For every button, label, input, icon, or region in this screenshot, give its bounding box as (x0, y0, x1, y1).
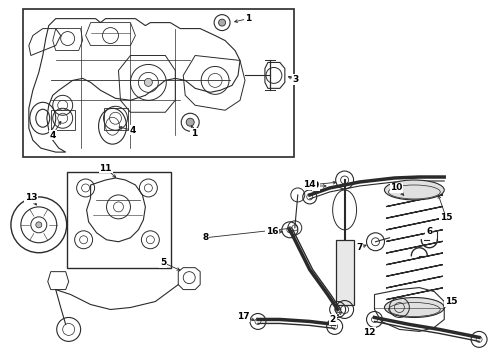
Circle shape (219, 19, 225, 26)
Ellipse shape (385, 180, 444, 200)
Text: 9: 9 (313, 181, 319, 190)
Circle shape (36, 222, 42, 228)
Text: 5: 5 (160, 258, 167, 267)
Ellipse shape (385, 298, 444, 318)
Text: 1: 1 (245, 14, 251, 23)
Circle shape (186, 118, 194, 126)
Circle shape (145, 78, 152, 86)
Text: 12: 12 (363, 328, 376, 337)
Text: 4: 4 (49, 131, 56, 140)
Text: 13: 13 (24, 193, 37, 202)
Text: 3: 3 (293, 75, 299, 84)
Text: 8: 8 (202, 233, 208, 242)
Bar (336, 240, 354, 305)
Text: 10: 10 (390, 184, 403, 193)
Text: 7: 7 (356, 243, 363, 252)
Text: 1: 1 (191, 129, 197, 138)
Text: 15: 15 (445, 297, 458, 306)
Text: 16: 16 (266, 227, 278, 236)
Text: 6: 6 (426, 227, 432, 236)
Text: 4: 4 (129, 126, 136, 135)
Bar (23, 9, 294, 157)
Text: 2: 2 (330, 315, 336, 324)
Text: 14: 14 (303, 180, 316, 189)
Text: 17: 17 (237, 312, 249, 321)
Bar (67, 172, 172, 268)
Text: 11: 11 (99, 163, 112, 172)
Text: 15: 15 (440, 213, 452, 222)
